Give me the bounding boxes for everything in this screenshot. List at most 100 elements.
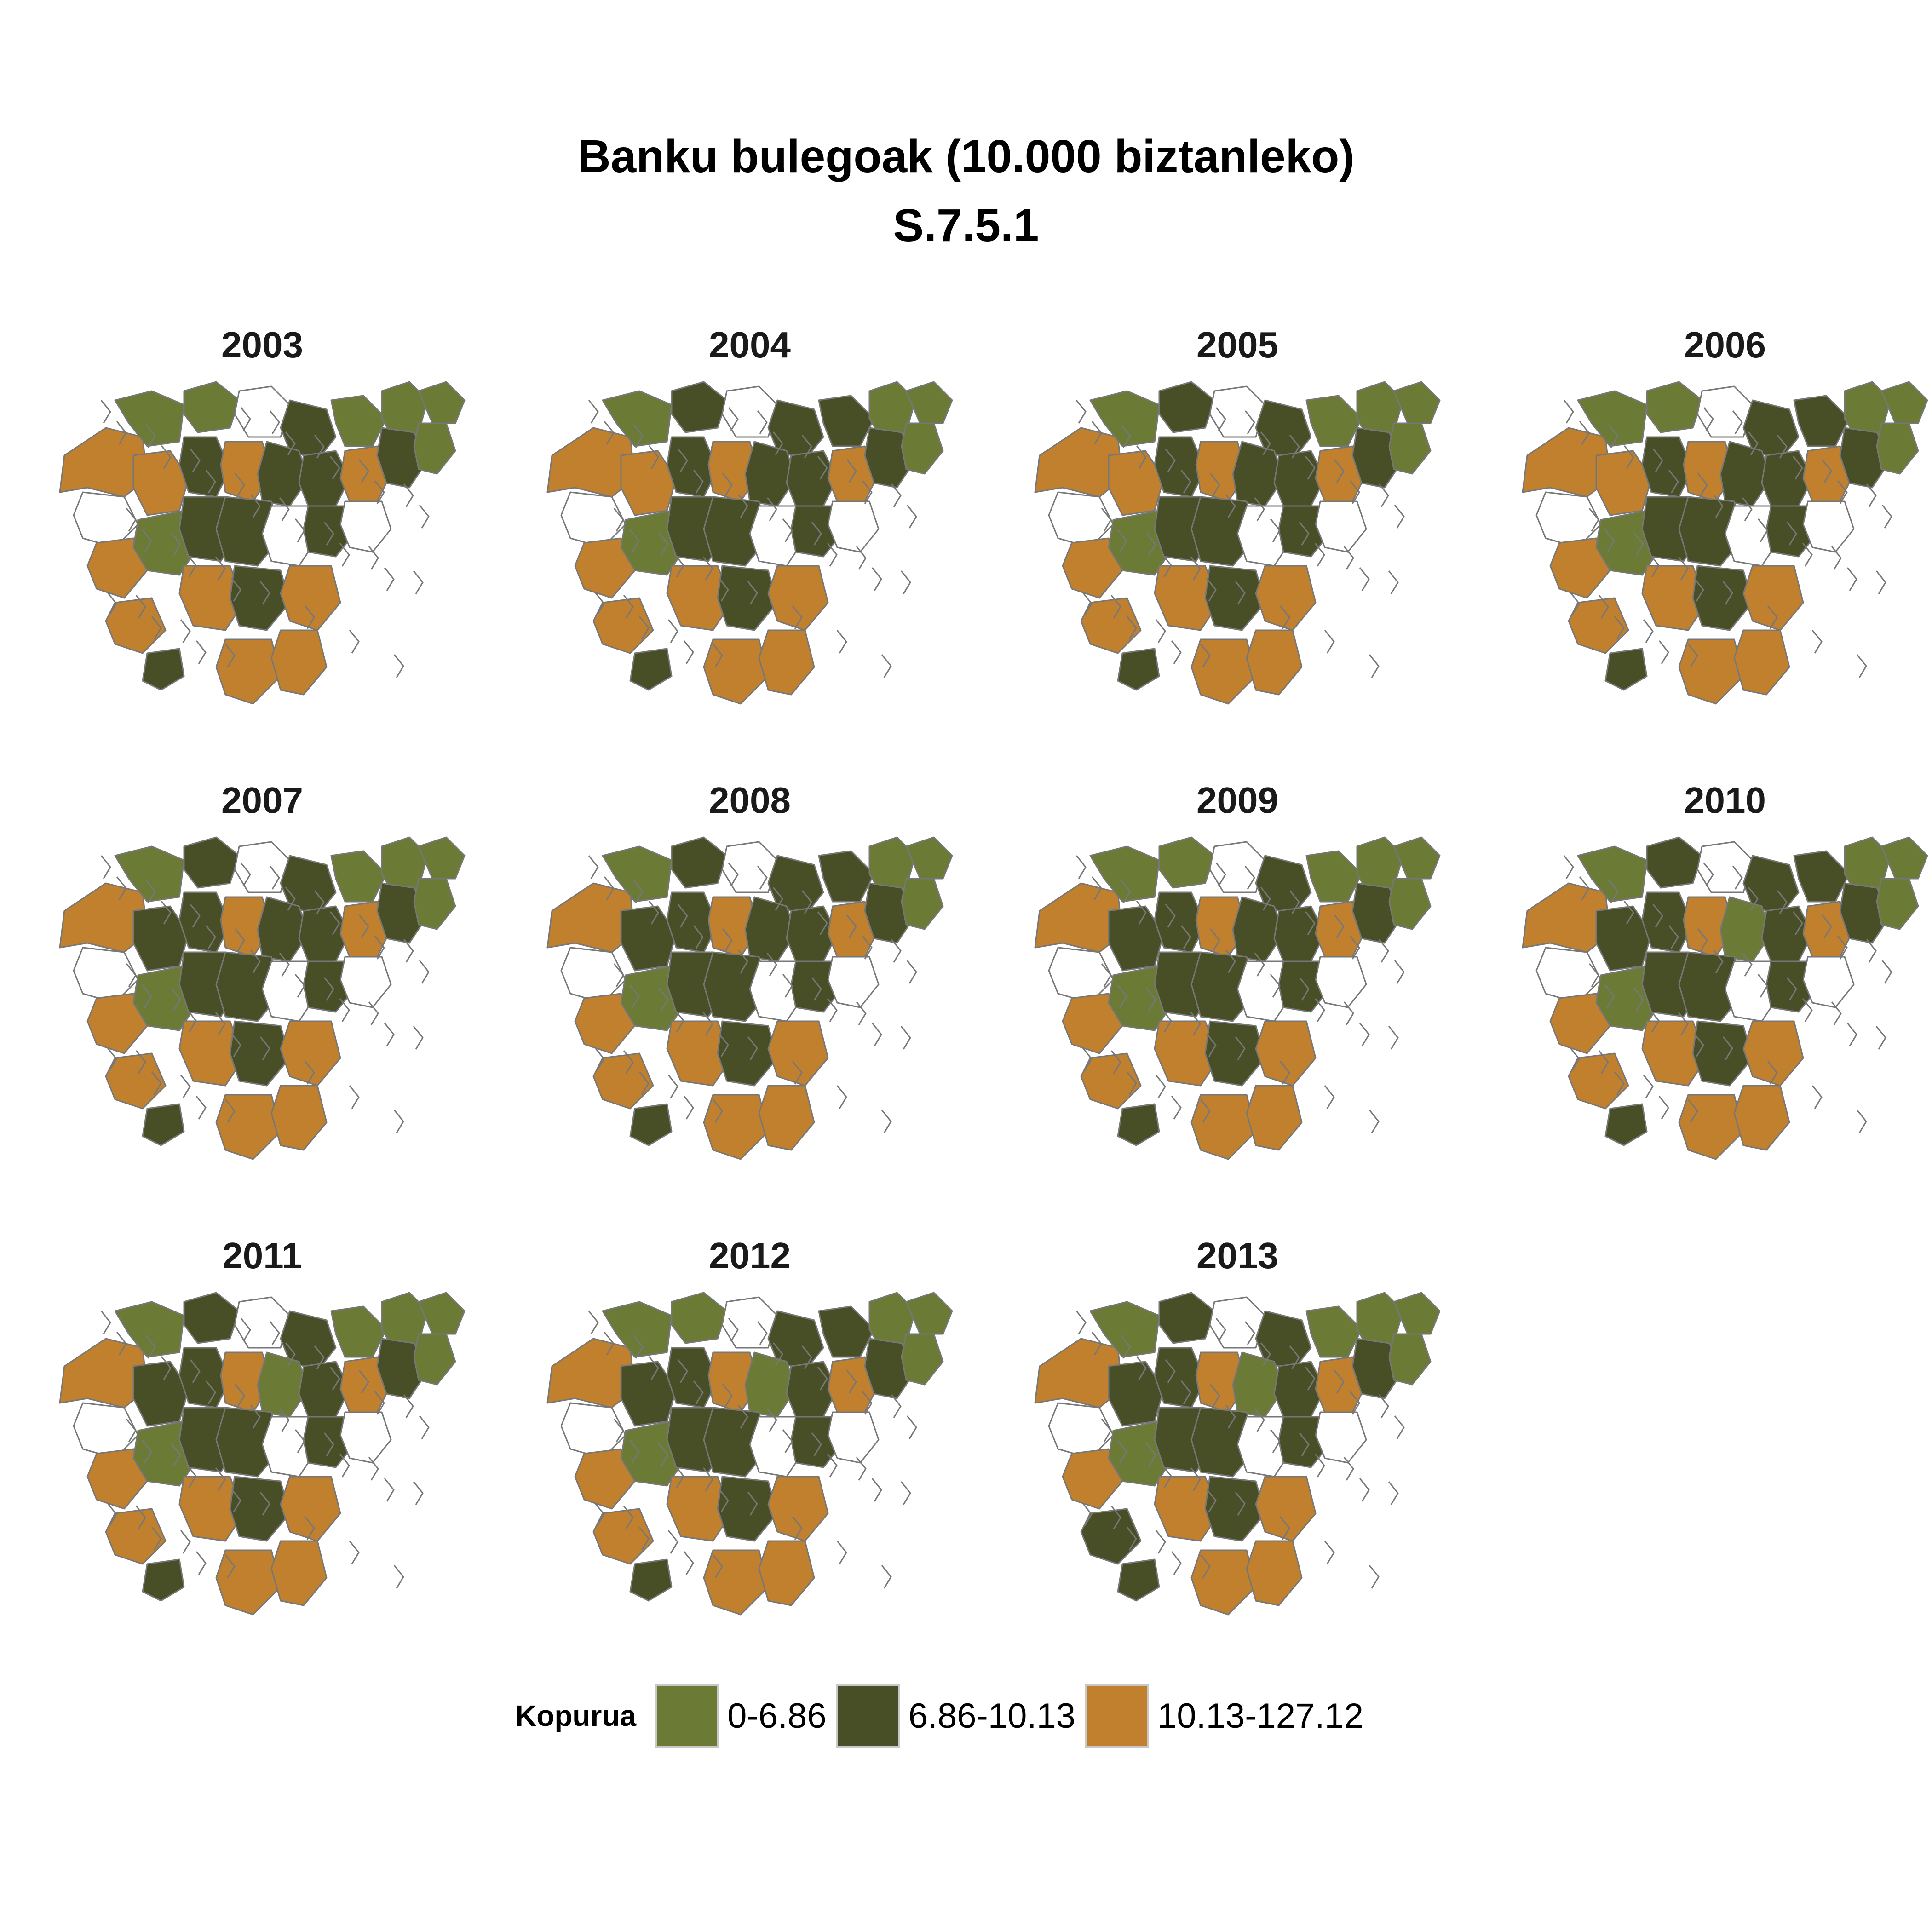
municipality-border — [594, 1047, 605, 1071]
municipality-region — [1880, 836, 1928, 880]
municipality-border — [1209, 1384, 1220, 1408]
municipality-border — [1145, 988, 1156, 1012]
municipality-region — [1117, 648, 1160, 691]
municipality-region — [142, 648, 185, 691]
municipality-border — [1136, 445, 1147, 469]
municipality-region — [229, 565, 291, 631]
municipality-border — [1368, 1110, 1380, 1133]
municipality-region — [132, 905, 190, 972]
municipality-border — [384, 1023, 395, 1046]
municipality-region — [1641, 565, 1708, 631]
municipality-region — [178, 1476, 245, 1542]
municipality-border — [1875, 1026, 1886, 1050]
municipality-border — [712, 644, 723, 667]
municipality-border — [1368, 654, 1380, 678]
municipality-border — [623, 595, 634, 619]
municipality-region — [901, 878, 944, 930]
municipality-border — [1649, 553, 1660, 577]
municipality-border — [1116, 984, 1127, 1008]
municipality-border — [1722, 581, 1733, 605]
municipality-border — [718, 1489, 729, 1512]
municipality-border — [1244, 410, 1255, 434]
municipality-border — [230, 578, 242, 602]
municipality-border — [906, 1415, 917, 1439]
municipality-border — [801, 1346, 812, 1369]
municipality-border — [906, 960, 917, 984]
municipality-border — [836, 1085, 847, 1109]
municipality-border — [196, 640, 207, 664]
municipality-border — [1279, 605, 1290, 629]
municipality-border — [141, 529, 152, 553]
municipality-region — [666, 1476, 732, 1542]
municipality-region — [1246, 629, 1303, 696]
municipality-border — [1569, 1047, 1580, 1071]
municipality-border — [629, 984, 640, 1008]
municipality-border — [1652, 448, 1663, 472]
municipality-border — [100, 1311, 111, 1334]
municipality-border — [259, 1492, 270, 1516]
municipality-border — [1792, 911, 1803, 935]
municipality-border — [1875, 570, 1886, 594]
municipality-border — [1145, 532, 1156, 556]
municipality-region — [827, 1411, 880, 1464]
municipality-border — [801, 890, 812, 914]
municipality-border — [588, 1311, 599, 1334]
municipality-border — [817, 1367, 828, 1391]
municipality-border — [368, 546, 379, 570]
municipality-border — [145, 1335, 156, 1359]
municipality-border — [1693, 1033, 1704, 1057]
municipality-region — [620, 1361, 677, 1427]
municipality-border — [817, 911, 828, 935]
municipality-border — [632, 880, 644, 903]
municipality-border — [900, 570, 911, 594]
municipality-region — [1255, 1020, 1317, 1087]
municipality-border — [1614, 616, 1625, 640]
municipality-region — [703, 1407, 769, 1478]
municipality-border — [161, 1356, 172, 1380]
municipality-border — [1254, 953, 1265, 977]
municipality-region — [280, 565, 341, 631]
municipality-border — [1563, 400, 1574, 424]
municipality-border — [314, 890, 325, 914]
municipality-border — [1209, 928, 1220, 952]
municipality-region — [270, 629, 328, 696]
municipality-border — [1837, 936, 1848, 960]
municipality-border — [1378, 939, 1389, 963]
municipality-border — [294, 974, 305, 998]
municipality-region — [105, 1052, 167, 1110]
municipality-region — [602, 1301, 673, 1358]
municipality-region — [1204, 1476, 1266, 1542]
municipality-border — [374, 1391, 385, 1415]
municipality-region — [418, 1292, 466, 1335]
municipality-region — [215, 638, 282, 705]
municipality-border — [1821, 914, 1832, 938]
municipality-border — [234, 473, 245, 497]
municipality-border — [1786, 977, 1797, 1001]
municipality-border — [358, 459, 369, 483]
municipality-border — [623, 1050, 634, 1074]
municipality-border — [269, 1321, 280, 1345]
municipality-border — [1649, 1009, 1660, 1033]
municipality-border — [1299, 977, 1310, 1001]
panel-year-label: 2004 — [709, 324, 791, 365]
municipality-region — [574, 1448, 636, 1510]
municipality-region — [818, 395, 875, 447]
municipality-border — [1687, 644, 1698, 667]
municipality-border — [1171, 640, 1182, 664]
municipality-region — [1209, 1296, 1266, 1349]
choropleth-map — [1522, 836, 1928, 1160]
municipality-border — [718, 578, 729, 602]
municipality-region — [717, 1476, 778, 1542]
municipality-border — [279, 953, 290, 977]
municipality-border — [384, 1478, 395, 1502]
municipality-border — [702, 1012, 713, 1036]
municipality-border — [1324, 630, 1335, 654]
municipality-region — [1793, 395, 1850, 447]
municipality-border — [1161, 1464, 1172, 1488]
municipality-border — [1658, 640, 1669, 664]
panel-year-label: 2007 — [221, 780, 303, 821]
legend-swatch-mid — [835, 1684, 900, 1748]
municipality-border — [1881, 505, 1892, 529]
municipality-border — [1299, 522, 1310, 546]
municipality-border — [1235, 1492, 1246, 1516]
